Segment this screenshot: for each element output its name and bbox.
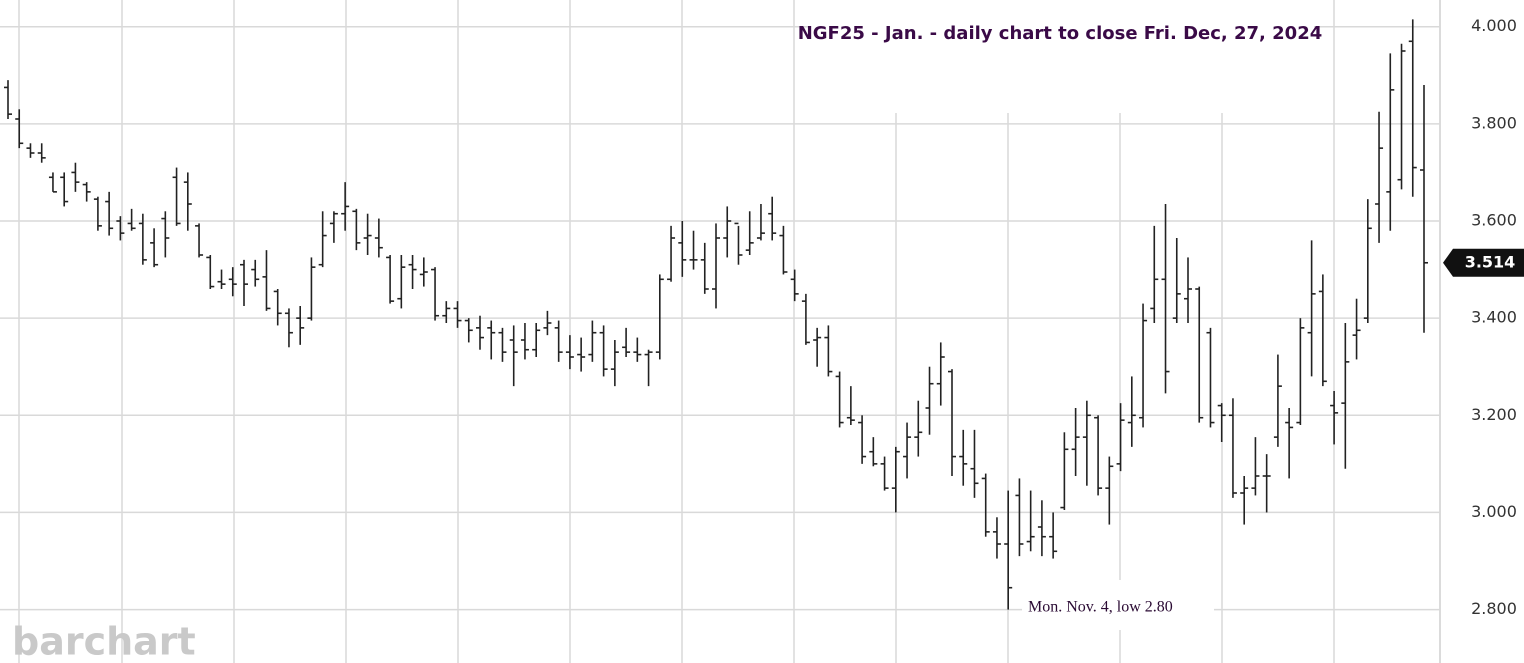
chart-title: NGF25 - Jan. - daily chart to close Fri.… bbox=[798, 23, 1323, 44]
watermark: barchart bbox=[12, 620, 196, 663]
annotation: Mon. Nov. 4, low 2.80 bbox=[1028, 599, 1173, 616]
price-tag bbox=[1443, 248, 1524, 277]
y-tick-label: 4.000 bbox=[1471, 16, 1517, 35]
title-bg bbox=[808, 20, 1314, 48]
y-tick-label: 2.800 bbox=[1471, 599, 1517, 618]
price-tag-label: 3.514 bbox=[1465, 252, 1516, 271]
y-tick-label: 3.200 bbox=[1471, 405, 1517, 424]
annotation-bg bbox=[1022, 596, 1214, 620]
y-tick-label: 3.600 bbox=[1471, 211, 1517, 230]
vertical-grid bbox=[18, 0, 1441, 663]
y-tick-label: 3.800 bbox=[1471, 113, 1517, 132]
y-axis: 2.800 3.000 3.200 3.400 3.600 3.800 4.000 3.514 bbox=[1443, 16, 1524, 618]
horizontal-grid bbox=[0, 25, 1440, 611]
y-tick-label: 3.400 bbox=[1471, 308, 1517, 327]
y-tick-label: 3.000 bbox=[1471, 502, 1517, 521]
bars bbox=[4, 19, 1428, 610]
